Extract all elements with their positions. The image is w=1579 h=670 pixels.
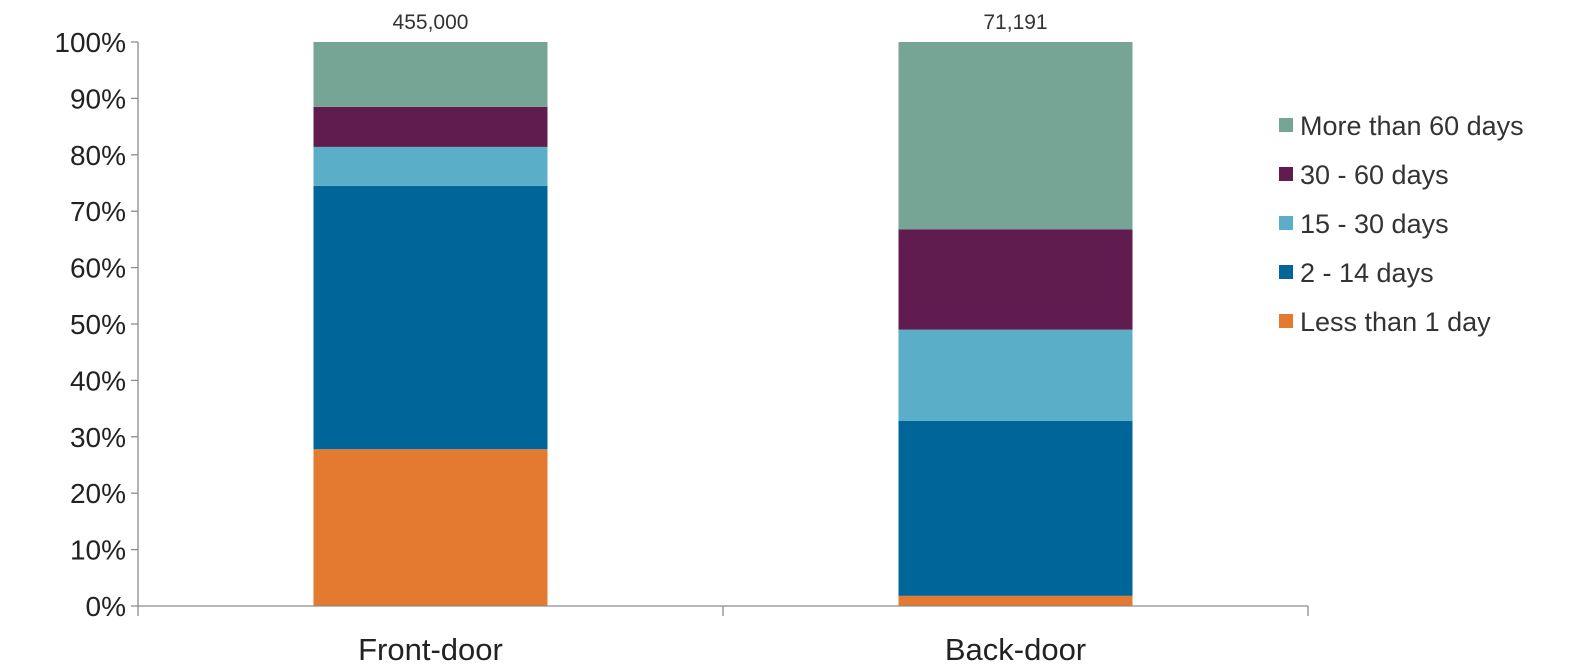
bar-segment-front-door-1 xyxy=(313,185,548,450)
legend: More than 60 days 30 - 60 days 15 - 30 day… xyxy=(1279,111,1524,337)
legend-swatch xyxy=(1279,265,1293,279)
y-tick-label: 20% xyxy=(70,478,126,509)
bar-segment-front-door-0 xyxy=(313,449,548,606)
y-tick-label: 100% xyxy=(54,27,126,58)
bar-segment-back-door-2 xyxy=(898,329,1133,422)
bar-segment-front-door-2 xyxy=(313,146,548,186)
legend-swatch xyxy=(1279,167,1293,181)
bar-segment-back-door-1 xyxy=(898,421,1133,596)
axes-layer: Front-door Back-door 0% 10% 20% 30% 40% 50% 60% 7… xyxy=(54,27,1309,667)
legend-label: 30 - 60 days xyxy=(1300,160,1449,190)
legend-swatch xyxy=(1279,216,1293,230)
x-tick-label: Front-door xyxy=(358,632,503,667)
bars-layer: 455,000 71,191 xyxy=(313,11,1133,606)
x-tick-label: Back-door xyxy=(945,632,1086,667)
legend-swatch xyxy=(1279,314,1293,328)
bar-segment-back-door-4 xyxy=(898,42,1133,230)
bar-segment-front-door-4 xyxy=(313,42,548,107)
y-tick-label: 10% xyxy=(70,535,126,566)
y-tick-label: 80% xyxy=(70,140,126,171)
bar-segment-front-door-3 xyxy=(313,106,548,147)
legend-swatch xyxy=(1279,118,1293,132)
bar-total-label: 455,000 xyxy=(393,11,469,34)
y-tick-label: 0% xyxy=(86,591,126,622)
bar-total-label: 71,191 xyxy=(983,11,1047,34)
legend-label: Less than 1 day xyxy=(1300,307,1491,337)
bar-segment-back-door-3 xyxy=(898,229,1133,330)
legend-label: 15 - 30 days xyxy=(1300,209,1449,239)
bar-segment-back-door-0 xyxy=(898,595,1133,606)
y-tick-label: 50% xyxy=(70,309,126,340)
y-tick-label: 90% xyxy=(70,83,126,114)
legend-label: More than 60 days xyxy=(1300,111,1524,141)
y-tick-label: 60% xyxy=(70,253,126,284)
y-tick-label: 30% xyxy=(70,422,126,453)
y-tick-label: 40% xyxy=(70,365,126,396)
y-tick-label: 70% xyxy=(70,196,126,227)
legend-label: 2 - 14 days xyxy=(1300,258,1434,288)
